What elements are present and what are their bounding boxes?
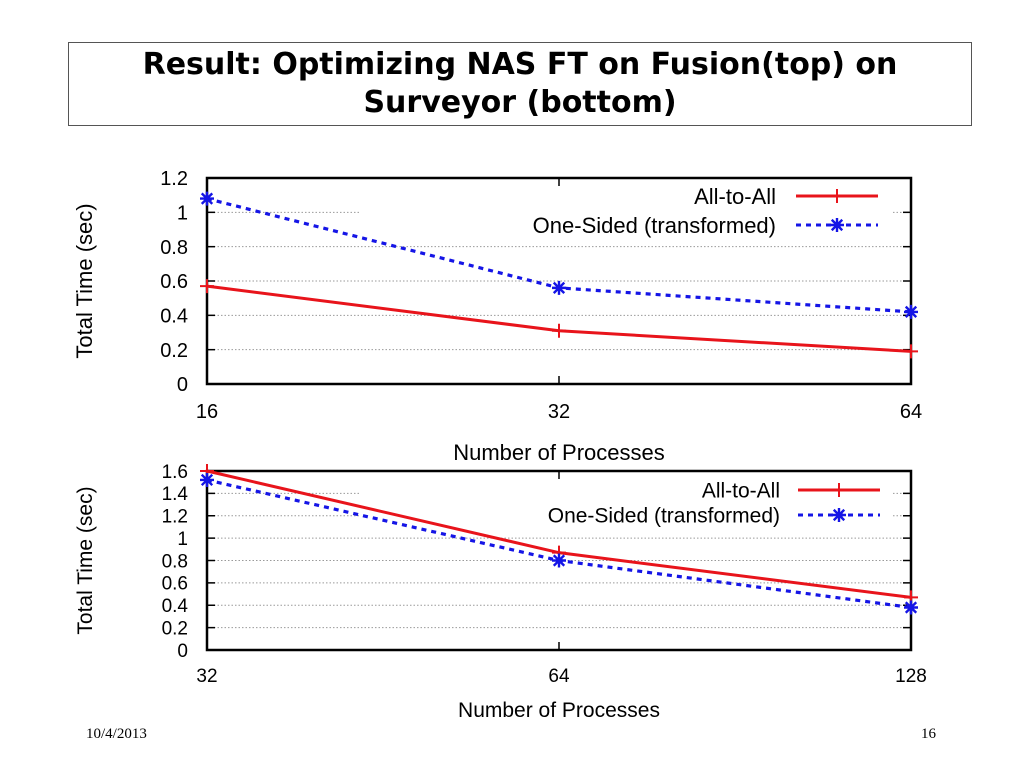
legend-label: One-Sided (transformed): [548, 505, 780, 528]
chart-top: 0 0.2 0.4 0.6 0.8 1 1.2 16 32 64 Number of Process…: [72, 168, 922, 460]
y-tick-label: 0.2: [160, 340, 188, 362]
legend-label: All-to-All: [702, 480, 780, 503]
slide-title: Result: Optimizing NAS FT on Fusion(top)…: [142, 47, 898, 120]
x-tick-label: 16: [196, 401, 218, 423]
x-tick-label: 64: [548, 666, 570, 687]
slide-page-number: 16: [921, 726, 936, 742]
y-tick-label: 0.8: [162, 551, 188, 572]
legend-marker: [832, 508, 846, 522]
data-point-one-sided: [200, 472, 214, 487]
y-axis-label: Total Time (sec): [72, 203, 97, 358]
series-line-all-to-all: [206, 284, 912, 353]
data-point-one-sided: [552, 280, 566, 295]
y-tick-label: 0.6: [162, 574, 188, 595]
y-tick-label: 1: [177, 203, 188, 225]
y-tick-label: 1: [177, 529, 188, 550]
data-point-one-sided: [904, 600, 918, 615]
x-tick-label: 64: [900, 401, 922, 423]
data-point-one-sided: [200, 191, 214, 206]
y-tick-label: 0.6: [160, 271, 188, 293]
y-tick-label: 0.4: [162, 596, 189, 617]
legend-marker: [830, 189, 844, 203]
series-line-one-sided: [206, 478, 912, 610]
y-axis-label: Total Time (sec): [74, 486, 97, 634]
x-axis-label: Number of Processes: [453, 440, 665, 460]
data-point-all-to-all: [552, 323, 566, 338]
legend-label: All-to-All: [694, 184, 776, 209]
data-point-all-to-all: [904, 344, 918, 359]
x-tick-label: 32: [548, 401, 570, 423]
y-tick-label: 0: [177, 641, 188, 662]
x-tick-label: 32: [196, 666, 217, 687]
y-tick-label: 0.2: [162, 618, 188, 639]
y-tick-label: 1.6: [162, 462, 188, 483]
x-tick-label: 128: [895, 666, 927, 687]
slide-title-box: Result: Optimizing NAS FT on Fusion(top)…: [68, 42, 972, 126]
y-tick-label: 0: [177, 374, 188, 396]
legend-label: One-Sided (transformed): [533, 213, 776, 238]
y-tick-label: 0.4: [160, 306, 188, 328]
y-tick-label: 1.4: [162, 484, 189, 505]
y-tick-label: 1.2: [162, 507, 188, 528]
data-point-one-sided: [552, 553, 566, 568]
data-point-one-sided: [904, 304, 918, 319]
x-axis-label: Number of Processes: [458, 699, 660, 722]
slide-date: 10/4/2013: [86, 726, 147, 742]
data-point-all-to-all: [200, 279, 214, 294]
chart-bottom: 00.20.40.60.811.21.41.6 32 64 128 Number of …: [74, 462, 927, 722]
legend-marker: [832, 483, 846, 497]
y-tick-label: 0.8: [160, 237, 188, 259]
legend-marker: [830, 218, 844, 232]
y-tick-label: 1.2: [160, 168, 188, 190]
